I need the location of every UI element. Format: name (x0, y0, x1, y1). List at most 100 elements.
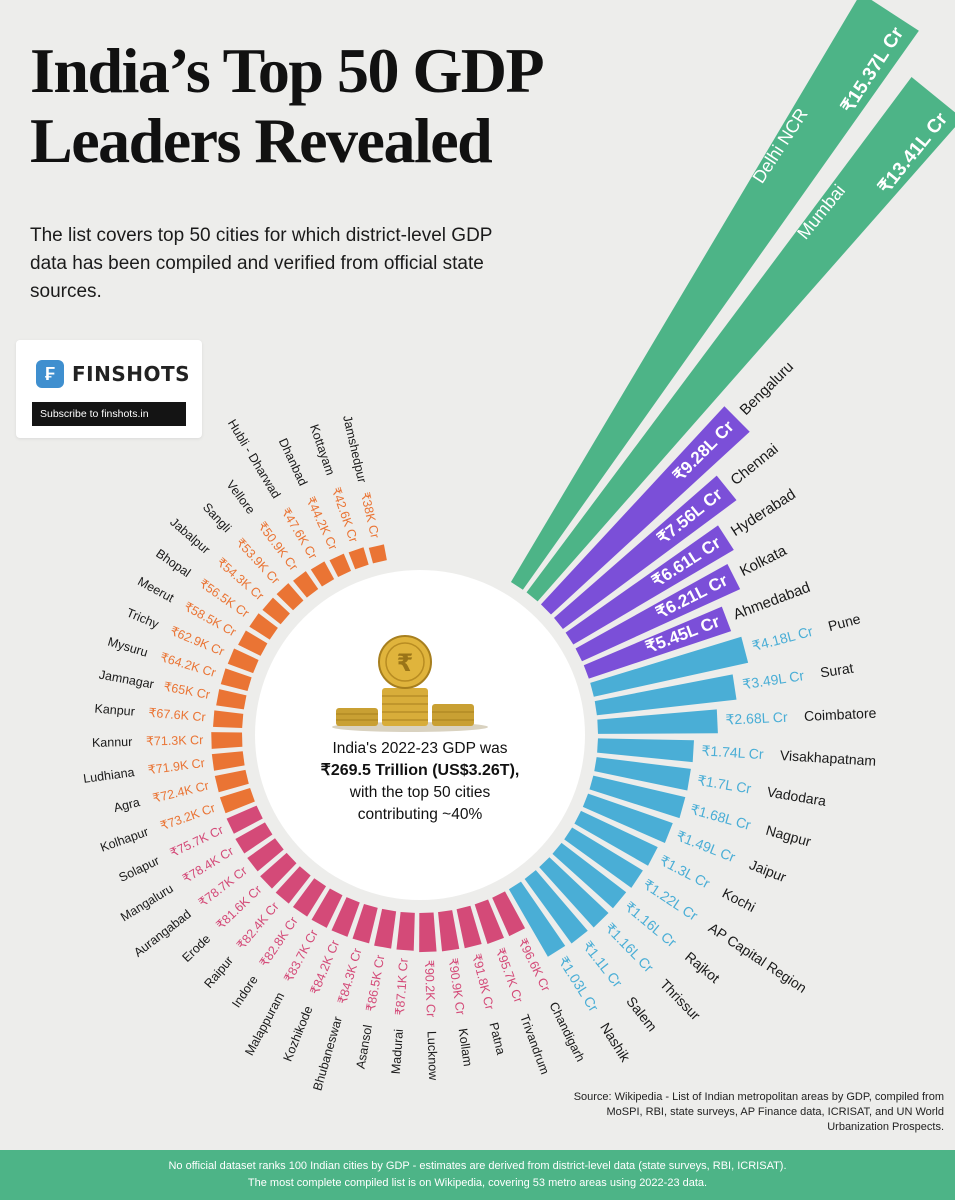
bar-mangaluru (235, 822, 273, 854)
brand-name: FINSHOTS (72, 362, 191, 386)
city-label: Trivandrum (517, 1013, 552, 1077)
bar-vadodara (594, 757, 691, 791)
bar-thrissur (539, 857, 609, 928)
bar-kanpur (213, 710, 244, 729)
value-label: ₹3.49L Cr (741, 667, 805, 692)
finshots-logo-icon: ₣ (36, 360, 64, 388)
bar-dhanbad (329, 553, 352, 577)
bar-erode (260, 852, 297, 889)
center-line-1: India's 2022-23 GDP was (332, 740, 508, 757)
bar-bhubaneswar (352, 903, 378, 944)
city-label: Kolhapur (98, 825, 150, 855)
title-line-1: India’s Top 50 GDP (30, 35, 545, 106)
city-label: Ahmedabad (731, 579, 813, 624)
bar-hubli-dharwad (310, 561, 335, 587)
city-label: Kollam (456, 1027, 475, 1067)
bar-vellore (293, 571, 319, 598)
bar-coimbatore (597, 709, 718, 734)
value-label: ₹4.18L Cr (750, 623, 814, 654)
svg-text:₹: ₹ (397, 649, 414, 677)
subscribe-link[interactable]: Subscribe to finshots.in (32, 402, 186, 426)
value-label: ₹90.2K Cr (422, 960, 438, 1018)
bar-kollam (438, 910, 460, 952)
page-title: India’s Top 50 GDP Leaders Revealed (30, 36, 670, 176)
value-label: ₹71.9K Cr (147, 756, 206, 777)
bar-hyderabad (565, 525, 734, 645)
city-label: Patna (486, 1021, 508, 1056)
bar-patna (456, 905, 482, 949)
city-label: Lucknow (424, 1031, 440, 1082)
bar-bhopal (249, 613, 278, 640)
city-label: Coimbatore (804, 705, 877, 724)
center-line-2: ₹269.5 Trillion (US$3.26T), (320, 762, 520, 779)
value-label: ₹90.9K Cr (446, 957, 468, 1016)
bar-jaipur (582, 793, 673, 844)
city-label: Mysuru (106, 635, 149, 660)
value-label: ₹67.6K Cr (148, 706, 206, 724)
city-label: Jamshedpur (340, 414, 369, 484)
city-label: Visakhapatnam (780, 747, 877, 769)
city-label: Solapur (117, 854, 162, 885)
city-label: Chennai (727, 441, 781, 489)
city-label: Rajkot (682, 948, 723, 986)
city-label: Jaipur (747, 856, 789, 885)
bar-agra (214, 769, 249, 793)
city-label: Indore (229, 973, 261, 1010)
center-summary: India's 2022-23 GDP was ₹269.5 Trillion … (290, 738, 550, 826)
footer-line-1: No official dataset ranks 100 Indian cit… (168, 1160, 787, 1172)
city-label: Vellore (223, 478, 257, 517)
bar-meerut (238, 630, 268, 656)
bar-kottayam (348, 547, 369, 570)
value-label: ₹64.2K Cr (159, 650, 218, 680)
city-label: Raipur (201, 954, 235, 991)
bar-asansol (374, 908, 397, 949)
value-label: ₹1.7L Cr (696, 772, 753, 797)
footer-banner: No official dataset ranks 100 Indian cit… (0, 1150, 955, 1200)
city-label: Asansol (354, 1024, 376, 1070)
city-label: Bhopal (153, 546, 193, 580)
value-label: ₹1.68L Cr (689, 801, 753, 833)
value-label: ₹86.5K Cr (364, 954, 388, 1013)
bar-mysuru (220, 668, 252, 692)
bar-madurai (396, 911, 415, 951)
bar-chandigarh (492, 891, 526, 937)
city-label: Vadodara (766, 783, 828, 809)
value-label: ₹65K Cr (162, 680, 211, 702)
city-label: Nagpur (764, 822, 813, 850)
value-label: ₹38K Cr (358, 491, 382, 540)
city-label: Meerut (135, 574, 176, 605)
bar-lucknow (419, 912, 437, 953)
city-label: Thrissur (657, 976, 704, 1024)
city-label: Pune (826, 610, 862, 634)
bar-kochi (574, 810, 658, 866)
city-label: Dhanbad (276, 436, 310, 488)
city-label: Kanpur (94, 702, 135, 719)
bar-chennai (554, 475, 737, 629)
value-label: ₹91.8K Cr (469, 952, 497, 1011)
bar-salem (524, 870, 588, 944)
city-label: Ludhiana (82, 765, 135, 786)
bar-bengaluru (540, 406, 750, 615)
bar-sangli (276, 583, 304, 611)
bar-nagpur (589, 775, 686, 819)
value-label: ₹71.3K Cr (146, 733, 204, 749)
city-label: Madurai (389, 1029, 406, 1075)
city-label: Trichy (124, 606, 161, 632)
city-label: Malappuram (242, 990, 287, 1058)
bar-ahmedabad (583, 606, 732, 679)
city-label: Kolkata (737, 542, 790, 580)
bar-delhi-ncr (510, 0, 919, 590)
bar-jabalpur (262, 597, 290, 625)
center-line-3: with the top 50 cities (349, 784, 491, 801)
city-label: Salem (623, 993, 660, 1034)
city-label: Surat (819, 660, 855, 681)
bar-indore (292, 878, 327, 917)
city-label: Jamnagar (98, 668, 155, 692)
bar-malappuram (311, 888, 343, 928)
bar-trivandrum (474, 899, 504, 944)
city-label: Nashik (597, 1020, 634, 1066)
value-label: ₹2.68L Cr (725, 709, 788, 728)
finshots-brand-card[interactable]: ₣ FINSHOTS Subscribe to finshots.in (16, 340, 202, 438)
subtitle: The list covers top 50 cities for which … (30, 225, 493, 302)
